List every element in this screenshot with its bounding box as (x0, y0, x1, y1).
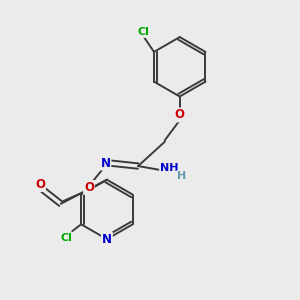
Text: O: O (84, 181, 94, 194)
Text: H: H (178, 171, 187, 181)
Text: N: N (100, 157, 110, 169)
Text: N: N (102, 233, 112, 246)
Text: Cl: Cl (60, 233, 72, 243)
Text: O: O (175, 108, 185, 122)
Text: NH: NH (160, 163, 178, 172)
Text: O: O (35, 178, 45, 191)
Text: Cl: Cl (138, 27, 149, 37)
